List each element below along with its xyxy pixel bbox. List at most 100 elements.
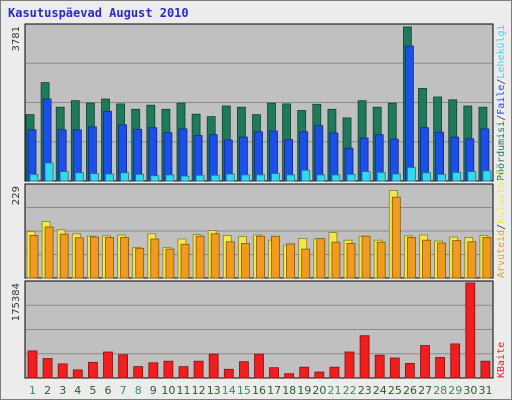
chart-title: Kasutuspäevad August 2010	[8, 6, 189, 20]
bar-faile-day-11	[178, 128, 188, 182]
legend-entry: Faile	[496, 85, 507, 115]
bar-lehek-lgi-day-6	[105, 173, 114, 182]
bar-arvuteid-day-6	[105, 236, 114, 279]
y-max-label: 3781	[11, 26, 22, 51]
x-tick-label-day-9: 9	[150, 384, 157, 397]
legend-separator: /	[496, 115, 507, 121]
legend: KBaite	[496, 342, 507, 378]
bar-arvuteid-day-22	[346, 242, 356, 279]
bar-faile-day-1	[27, 129, 37, 182]
legend: Pöördumisi/Faile/Lehekülgi	[496, 24, 507, 181]
bar-lehek-lgi-day-25	[391, 173, 401, 182]
x-tick-label-day-10: 10	[161, 384, 175, 397]
bar-arvuteid-day-18	[286, 243, 296, 279]
bar-faile-day-13	[208, 134, 218, 182]
bar-lehek-lgi-day-18	[286, 174, 296, 182]
bar-kbaite-day-1	[27, 350, 38, 379]
x-tick-label-day-28: 28	[433, 384, 447, 397]
bar-faile-day-15	[238, 136, 248, 182]
bar-arvuteid-day-15	[240, 242, 250, 279]
x-tick-label-day-19: 19	[297, 384, 311, 397]
bar-lehek-lgi-day-30	[467, 171, 477, 182]
x-tick-label-day-16: 16	[252, 384, 266, 397]
bar-arvuteid-day-31	[482, 236, 492, 279]
bar-lehek-lgi-day-24	[376, 171, 386, 182]
bar-lehek-lgi-day-23	[361, 171, 371, 182]
bar-faile-day-20	[314, 125, 324, 182]
x-tick-label-day-21: 21	[328, 384, 342, 397]
bar-faile-day-9	[148, 127, 158, 182]
bar-faile-day-26	[404, 45, 414, 182]
bar-lehek-lgi-day-1	[29, 173, 39, 182]
bar-faile-day-21	[329, 132, 339, 182]
legend-entry: Külastusi	[496, 170, 507, 224]
bar-kbaite-day-5	[88, 361, 98, 379]
bar-kbaite-day-25	[389, 357, 400, 379]
bar-lehek-lgi-day-4	[74, 172, 84, 182]
bar-lehek-lgi-day-26	[406, 167, 416, 182]
bar-kbaite-day-31	[480, 360, 491, 379]
bar-arvuteid-day-30	[467, 241, 477, 279]
bar-kbaite-day-14	[223, 368, 234, 379]
bar-kbaite-day-8	[133, 366, 144, 379]
bar-arvuteid-day-14	[225, 241, 235, 279]
legend: Arvuteid/Külastusi	[496, 170, 507, 278]
bar-kbaite-day-10	[163, 360, 174, 379]
bar-lehek-lgi-day-2	[44, 162, 54, 182]
bar-kbaite-day-6	[103, 351, 113, 379]
bar-arvuteid-day-25	[391, 196, 401, 279]
bar-lehek-lgi-day-27	[422, 172, 431, 182]
legend-entry: Pöördumisi	[496, 121, 507, 181]
bar-kbaite-day-19	[299, 366, 310, 379]
legend-separator: /	[496, 79, 507, 85]
x-tick-label-day-5: 5	[89, 384, 96, 397]
bar-kbaite-day-18	[284, 373, 295, 379]
y-max-label: 175384	[11, 283, 22, 321]
bar-arvuteid-day-16	[256, 235, 265, 279]
bar-arvuteid-day-7	[120, 236, 129, 279]
bar-lehek-lgi-day-19	[301, 169, 311, 182]
daily-visits-panel: 229 Arvuteid/Külastusi	[11, 170, 507, 279]
bar-arvuteid-day-24	[376, 241, 386, 279]
x-tick-label-day-12: 12	[192, 384, 206, 397]
bar-kbaite-day-3	[57, 363, 68, 379]
x-tick-label-day-8: 8	[135, 384, 142, 397]
bar-lehek-lgi-day-3	[59, 171, 69, 182]
bar-lehek-lgi-day-29	[452, 171, 462, 182]
bar-lehek-lgi-day-9	[150, 175, 160, 182]
x-tick-label-day-14: 14	[222, 384, 236, 397]
bar-faile-day-28	[435, 131, 445, 182]
x-tick-label-day-15: 15	[237, 384, 251, 397]
x-tick-label-day-2: 2	[44, 384, 51, 397]
bar-arvuteid-day-20	[316, 238, 326, 279]
legend-separator: /	[496, 224, 507, 230]
x-tick-label-day-20: 20	[312, 384, 326, 397]
bar-kbaite-day-4	[72, 369, 83, 379]
bar-kbaite-day-15	[238, 361, 249, 379]
x-tick-label-day-1: 1	[29, 384, 36, 397]
x-tick-label-day-3: 3	[59, 384, 66, 397]
bar-kbaite-day-17	[269, 367, 279, 379]
bar-arvuteid-day-27	[422, 239, 431, 279]
bar-lehek-lgi-day-14	[225, 173, 235, 182]
bar-kbaite-day-29	[450, 343, 461, 379]
x-tick-label-day-6: 6	[105, 384, 112, 397]
bar-kbaite-day-26	[404, 362, 415, 379]
x-tick-label-day-23: 23	[358, 384, 372, 397]
bar-lehek-lgi-day-13	[210, 174, 220, 182]
bar-kbaite-day-7	[118, 354, 128, 379]
bar-faile-day-8	[133, 128, 143, 182]
x-tick-label-day-17: 17	[267, 384, 281, 397]
bar-kbaite-day-21	[329, 366, 340, 379]
bar-lehek-lgi-day-8	[135, 173, 145, 182]
bar-kbaite-day-9	[148, 362, 159, 379]
bar-lehek-lgi-day-22	[346, 173, 356, 182]
bar-kbaite-day-16	[254, 353, 264, 379]
x-tick-label-day-27: 27	[418, 384, 432, 397]
bar-faile-day-5	[88, 126, 97, 182]
bar-faile-day-6	[103, 110, 112, 182]
x-tick-label-day-22: 22	[343, 384, 357, 397]
x-tick-label-day-26: 26	[403, 384, 417, 397]
